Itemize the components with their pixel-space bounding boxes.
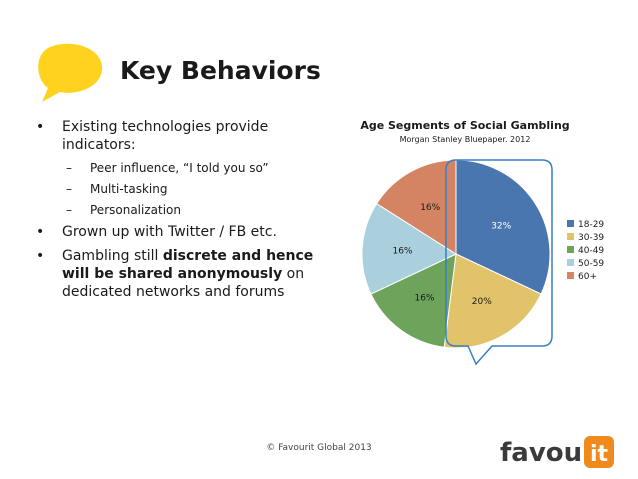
sub-bullet-text: Personalization	[90, 203, 181, 217]
sub-bullet-item: – Multi-tasking	[36, 181, 336, 197]
legend-label: 40-49	[578, 246, 604, 256]
logo-text: favour	[500, 438, 595, 468]
chart-subtitle: Morgan Stanley Bluepaper. 2012	[399, 135, 531, 144]
slide-title: Key Behaviors	[120, 56, 321, 85]
sub-bullet-item: – Personalization	[36, 202, 336, 218]
bullet-item: • Grown up with Twitter / FB etc.	[36, 223, 336, 241]
bullet-text: Grown up with Twitter / FB etc.	[62, 224, 277, 240]
bullet-text-bold: discrete and hence will be shared anonym…	[62, 248, 314, 282]
bullet-text-end: on dedicated networks and forums	[62, 266, 305, 300]
bullet-item: • Gambling still discrete and hence will…	[36, 247, 336, 301]
slice-label: 32%	[491, 221, 511, 231]
sub-bullet-dash: –	[66, 203, 72, 217]
legend-swatch-30-39	[567, 233, 574, 240]
pie-slice-18-29	[455, 159, 551, 295]
legend-label: 50-59	[578, 259, 604, 269]
bullet-dot: •	[36, 224, 45, 240]
footer-copyright: © Favourit Global 2013	[266, 443, 372, 453]
legend-swatch-40-49	[567, 246, 574, 253]
legend-swatch-50-59	[567, 259, 574, 266]
bullet-dot: •	[36, 119, 45, 135]
sub-bullet-text: Peer influence, “I told you so”	[90, 161, 269, 175]
slice-label: 16%	[392, 247, 412, 257]
sub-bullet-dash: –	[66, 182, 72, 196]
pie-slice-40-49	[370, 253, 457, 348]
bullet-dot: •	[36, 248, 45, 264]
legend-label: 60+	[578, 272, 597, 282]
bullet-list: • Existing technologies provide indicato…	[36, 118, 336, 307]
slice-label: 20%	[472, 297, 492, 307]
sub-bullet-item: – Peer influence, “I told you so”	[36, 160, 336, 176]
favourit-logo: favour it	[500, 436, 614, 468]
logo-badge	[584, 436, 614, 468]
legend-swatch-60+	[567, 272, 574, 279]
legend-label: 30-39	[578, 233, 604, 243]
speech-bubble-icon	[38, 43, 103, 102]
sub-bullet-text: Multi-tasking	[90, 182, 168, 196]
slice-label: 16%	[420, 203, 440, 213]
highlight-callout	[445, 159, 553, 366]
bullet-text: Existing technologies provide indicators…	[62, 119, 269, 153]
sub-bullet-dash: –	[66, 161, 72, 175]
bullet-item: • Existing technologies provide indicato…	[36, 118, 336, 154]
pie-slice-30-39	[443, 253, 542, 349]
pie-slice-50-59	[361, 202, 458, 295]
chart-title: Age Segments of Social Gambling	[360, 119, 570, 132]
logo-badge-text: it	[590, 442, 609, 467]
bullet-text-start: Gambling still	[62, 248, 163, 264]
legend-swatch-18-29	[567, 220, 574, 227]
slice-label: 16%	[414, 293, 434, 303]
legend-label: 18-29	[578, 220, 604, 230]
